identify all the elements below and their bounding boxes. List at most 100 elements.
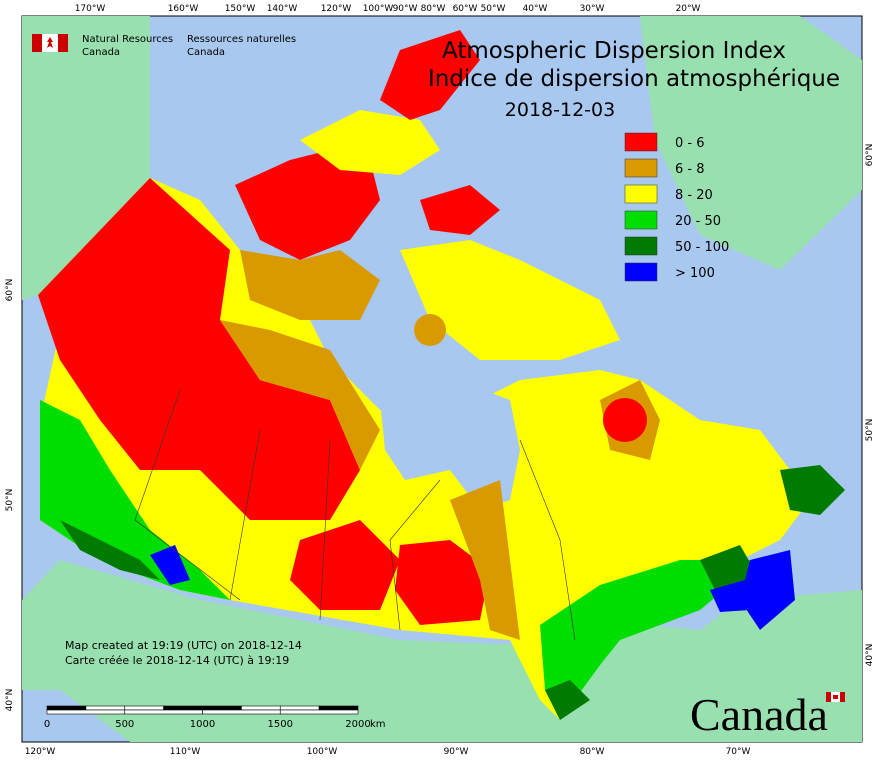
region-blue [150, 545, 190, 585]
province-border [519, 439, 576, 641]
department-fr: Ressources naturelles [187, 34, 296, 45]
longitude-label: 120°W [321, 4, 352, 14]
usa [22, 560, 862, 742]
scale-segment [46, 705, 87, 711]
credit: Carte créée le 2018-12-14 (UTC) à 19:19 [65, 654, 289, 667]
newfoundland [780, 465, 845, 515]
department-en: Canada [82, 47, 120, 58]
province-border [134, 389, 241, 601]
legend: 0 - 6 6 - 8 8 - 20 20 - 50 50 - 100 > 100 [624, 132, 729, 282]
region-green [540, 560, 760, 720]
region-red [603, 398, 647, 442]
scale-segment [202, 709, 281, 715]
latitude-label: 40°N [865, 644, 875, 667]
scale-unit: km [370, 719, 386, 730]
longitude-label: 80°W [421, 4, 446, 14]
longitude-label: 60°W [453, 4, 478, 14]
island [235, 150, 380, 260]
latitude-label: 50°N [5, 489, 15, 512]
latitude-label: 40°N [5, 689, 15, 712]
hudson-bay [380, 372, 520, 510]
scale-label: 2000 [345, 719, 370, 730]
maple-leaf [833, 695, 838, 699]
region-red [290, 520, 400, 610]
legend-label: 50 - 100 [675, 240, 729, 255]
scale-bar: 0 500 1000 1500 2000 km [44, 705, 386, 730]
region-red [395, 540, 490, 625]
longitude-label: 100°W [363, 4, 394, 14]
region-orange [220, 320, 380, 470]
province-border [389, 479, 441, 631]
flag-bar [58, 34, 68, 52]
scale-segment [85, 705, 126, 711]
legend-label: 20 - 50 [675, 214, 721, 229]
alaska [22, 16, 150, 300]
scale-segment [124, 705, 164, 711]
scale-segment [279, 709, 359, 715]
longitude-label: 160°W [168, 4, 199, 14]
scale-label: 1500 [268, 719, 293, 730]
latitude-label: 60°N [865, 144, 875, 167]
legend-swatch [624, 158, 658, 178]
longitude-label: 90°W [444, 747, 469, 757]
map-body [21, 15, 863, 743]
title: Atmospheric Dispersion Index [442, 38, 786, 64]
department-en: Natural Resources [82, 34, 173, 45]
scale-segment [318, 705, 359, 711]
legend-swatch [624, 210, 658, 230]
region-blue [710, 580, 750, 612]
legend-label: 0 - 6 [675, 136, 705, 151]
longitude-label: 50°W [481, 4, 506, 14]
scale-segment [241, 705, 281, 711]
title: Indice de dispersion atmosphérique [428, 66, 840, 92]
longitude-label: 100°W [307, 747, 338, 757]
island [300, 110, 440, 175]
longitude-label: 110°W [170, 747, 201, 757]
nova-scotia [740, 550, 795, 630]
scale-label: 500 [115, 719, 134, 730]
nrcan-logo [32, 34, 68, 52]
flag-bar [840, 692, 845, 702]
island [380, 30, 480, 120]
scale-segment [124, 709, 203, 715]
region-orange [414, 314, 446, 346]
longitude-label: 140°W [267, 4, 298, 14]
longitude-label: 150°W [225, 4, 256, 14]
longitude-label: 30°W [580, 4, 605, 14]
longitude-label: 90°W [393, 4, 418, 14]
wordmark-flag [826, 692, 845, 702]
flag-bar [32, 34, 42, 52]
scale-label: 1000 [190, 719, 215, 730]
province-border [319, 439, 331, 621]
flag-bar [826, 692, 831, 702]
canada-wordmark: Canada [690, 689, 828, 740]
longitude-label: 170°W [75, 4, 106, 14]
legend-label: > 100 [675, 266, 715, 281]
graticule: 170°W 160°W 150°W 140°W 120°W 100°W 90°W 80°W 60… [5, 4, 875, 757]
department-fr: Canada [187, 47, 225, 58]
scale-segment [46, 709, 126, 715]
island [420, 185, 500, 235]
region-darkgreen [545, 680, 590, 720]
legend-swatch [624, 236, 658, 256]
longitude-label: 40°W [523, 4, 548, 14]
longitude-label: 80°W [580, 747, 605, 757]
legend-label: 6 - 8 [675, 162, 705, 177]
legend-swatch [624, 132, 658, 152]
longitude-label: 120°W [25, 747, 56, 757]
maple-leaf [47, 37, 53, 48]
legend-label: 8 - 20 [675, 188, 713, 203]
region [240, 250, 380, 320]
scale-segment [202, 705, 242, 711]
region-darkgreen [60, 520, 160, 580]
longitude-label: 70°W [726, 747, 751, 757]
legend-swatch [624, 262, 658, 282]
scale-segment [163, 705, 203, 711]
credit: Map created at 19:19 (UTC) on 2018-12-14 [65, 639, 302, 652]
longitude-label: 20°W [676, 4, 701, 14]
region-red [38, 178, 360, 520]
baffin [400, 240, 620, 360]
greenland [640, 16, 862, 270]
scale-label: 0 [44, 719, 50, 730]
